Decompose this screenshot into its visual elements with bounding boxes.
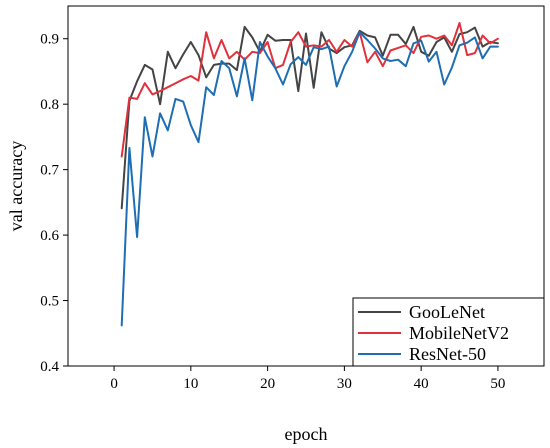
series-line-resnet-50 [120, 31, 499, 327]
series-line-goolenet [120, 25, 499, 210]
series-line-mobilenetv2 [120, 22, 499, 158]
y-tick-label: 0.9 [40, 32, 59, 48]
x-tick-label: 50 [490, 376, 505, 392]
plot-frame [67, 5, 545, 367]
series-lines [120, 22, 499, 327]
axes: 0 10 20 30 40 50 0.4 0.5 0.6 0.7 0.8 0.9 [40, 5, 545, 392]
x-tick-label: 30 [337, 376, 352, 392]
y-tick-label: 0.6 [40, 228, 59, 244]
y-axis-title: val accuracy [6, 141, 26, 231]
x-tick-label: 0 [110, 376, 118, 392]
y-tick-label: 0.8 [40, 97, 59, 113]
legend-label: GooLeNet [409, 302, 485, 322]
legend-label: MobileNetV2 [409, 323, 509, 343]
y-tick-label: 0.5 [40, 294, 59, 310]
y-tick-label: 0.7 [40, 163, 59, 179]
x-axis-title: epoch [285, 424, 328, 444]
x-tick-label: 40 [414, 376, 429, 392]
x-tick-label: 10 [183, 376, 198, 392]
y-tick-label: 0.4 [40, 359, 59, 375]
x-tick-label: 20 [260, 376, 275, 392]
legend-label: ResNet-50 [409, 344, 486, 364]
